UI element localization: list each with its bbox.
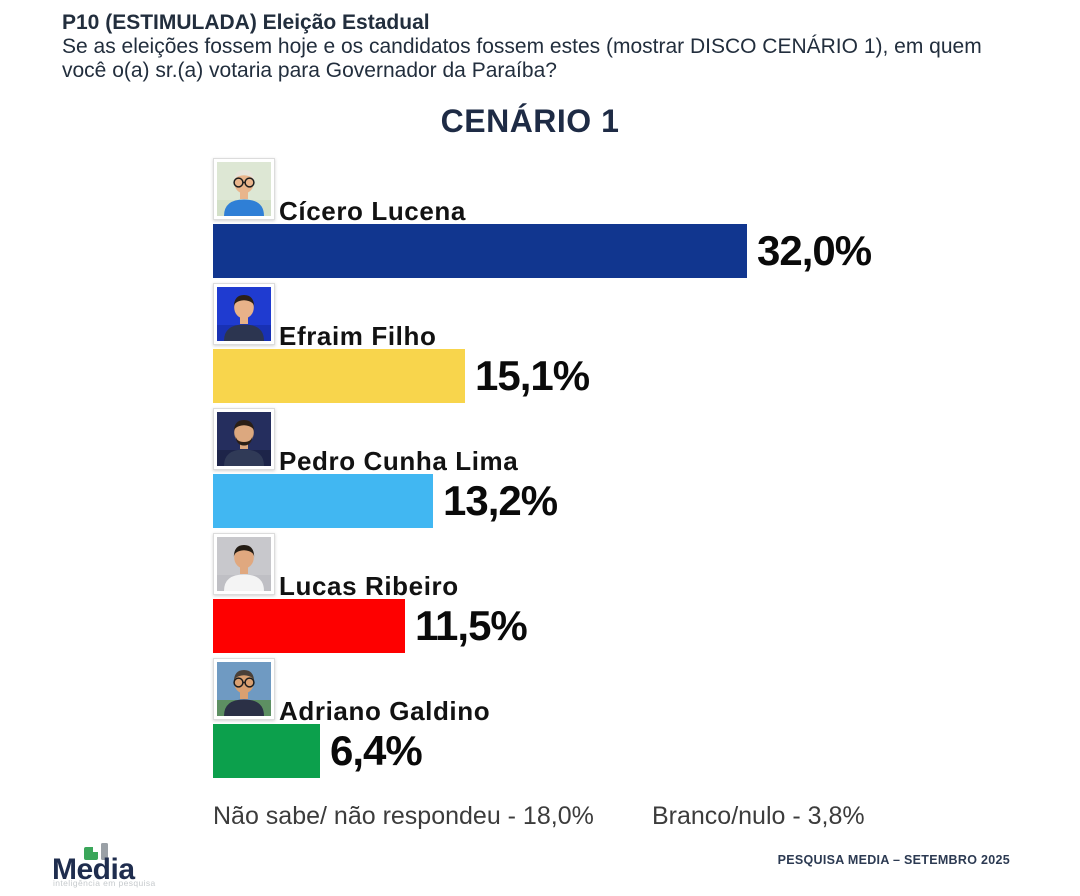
logo-tagline: inteligência em pesquisa <box>53 878 156 888</box>
media-logo: Media inteligência em pesquisa <box>52 842 182 890</box>
candidate-percent: 15,1% <box>475 352 590 399</box>
candidate-photo <box>213 658 275 720</box>
candidate-header: Cícero Lucena <box>213 158 871 226</box>
candidate-name: Cícero Lucena <box>279 196 466 226</box>
candidate-bar-line: 32,0% <box>213 224 872 278</box>
question-code: P10 (ESTIMULADA) Eleição Estadual <box>62 11 430 34</box>
candidate-row: Lucas Ribeiro 11,5% <box>213 533 871 653</box>
candidate-photo <box>213 408 275 470</box>
candidate-bar <box>213 724 320 778</box>
candidate-percent: 6,4% <box>330 727 423 774</box>
chart-title: CENÁRIO 1 <box>440 103 620 139</box>
candidate-bar <box>213 474 433 528</box>
logo-wordmark: Media <box>52 853 135 886</box>
source-caption: PESQUISA MEDIA – SETEMBRO 2025 <box>777 853 1010 867</box>
note-dont-know: Não sabe/ não respondeu - 18,0% <box>213 802 594 830</box>
bar-chart: Cícero Lucena 32,0% Efraim Filho 15,1% P… <box>213 158 872 783</box>
candidate-percent: 11,5% <box>415 602 528 649</box>
candidate-name: Efraim Filho <box>279 321 437 351</box>
candidate-header: Adriano Galdino <box>213 658 871 726</box>
candidate-photo <box>213 533 275 595</box>
candidate-header: Efraim Filho <box>213 283 871 351</box>
candidate-percent: 13,2% <box>443 477 558 524</box>
candidate-row: Pedro Cunha Lima 13,2% <box>213 408 871 528</box>
candidate-name: Adriano Galdino <box>279 696 491 726</box>
bar-chart-logo-icon <box>84 843 110 860</box>
candidate-name: Pedro Cunha Lima <box>279 446 519 476</box>
candidate-row: Cícero Lucena 32,0% <box>213 158 872 278</box>
candidate-bar-line: 13,2% <box>213 474 871 528</box>
candidate-bar <box>213 224 747 278</box>
logo-white-notch <box>93 847 98 852</box>
candidate-bar-line: 11,5% <box>213 599 871 653</box>
logo-gray-bar <box>101 843 108 860</box>
candidate-bar <box>213 349 465 403</box>
note-blank-null: Branco/nulo - 3,8% <box>652 802 865 830</box>
candidate-header: Lucas Ribeiro <box>213 533 871 601</box>
candidate-row: Adriano Galdino 6,4% <box>213 658 871 778</box>
candidate-percent: 32,0% <box>757 227 872 274</box>
candidate-photo <box>213 283 275 345</box>
question-header: P10 (ESTIMULADA) Eleição Estadual Se as … <box>62 10 1030 83</box>
question-text: Se as eleições fossem hoje e os candidat… <box>62 35 982 82</box>
candidate-bar-line: 6,4% <box>213 724 871 778</box>
candidate-row: Efraim Filho 15,1% <box>213 283 871 403</box>
candidate-header: Pedro Cunha Lima <box>213 408 871 476</box>
candidate-bar-line: 15,1% <box>213 349 871 403</box>
candidate-photo <box>213 158 275 220</box>
candidate-bar <box>213 599 405 653</box>
candidate-name: Lucas Ribeiro <box>279 571 459 601</box>
